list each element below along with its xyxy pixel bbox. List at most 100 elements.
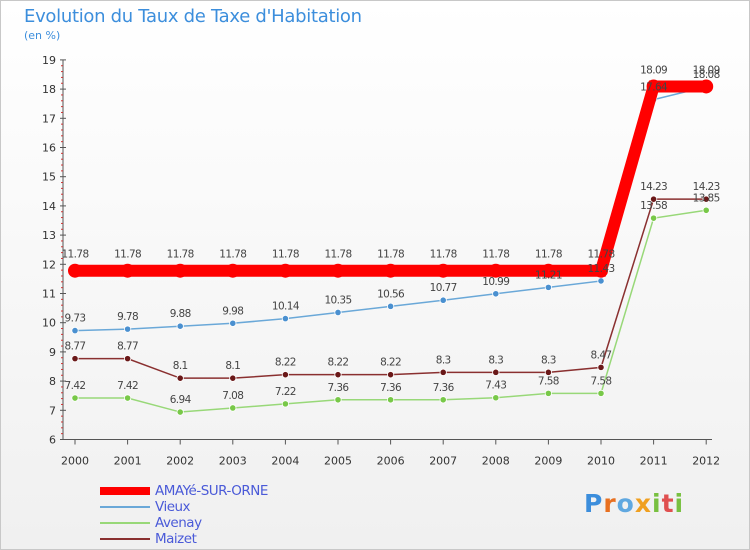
- data-label-amay-sur-orne: 11.78: [377, 249, 404, 261]
- x-tick-label: 2007: [429, 455, 457, 468]
- data-label-amay-sur-orne: 18.09: [693, 64, 720, 76]
- y-tick-label: 15: [42, 171, 56, 184]
- x-tick-label: 2000: [61, 455, 89, 468]
- legend-label-maizet: Maizet: [155, 531, 197, 547]
- data-label-amay-sur-orne: 11.78: [219, 249, 246, 261]
- data-label-amay-sur-orne: 11.78: [587, 249, 614, 261]
- data-point-vieux: [544, 283, 553, 291]
- data-point-amay-sur-orne: [68, 263, 82, 278]
- data-point-vieux: [386, 302, 395, 310]
- y-tick-label: 19: [42, 54, 56, 67]
- x-tick-label: 2009: [534, 455, 562, 468]
- data-label-amay-sur-orne: 11.78: [535, 249, 562, 261]
- x-tick-label: 2008: [482, 455, 510, 468]
- data-label-avenay: 7.22: [275, 386, 296, 398]
- data-label-maizet: 8.3: [436, 354, 451, 366]
- y-tick-label: 9: [49, 346, 56, 359]
- data-label-maizet: 14.23: [640, 181, 667, 193]
- x-tick-label: 2001: [114, 455, 142, 468]
- data-point-amay-sur-orne: [120, 263, 135, 278]
- data-point-vieux: [597, 277, 605, 285]
- x-tick-label: 2003: [219, 455, 247, 468]
- data-label-maizet: 8.22: [275, 357, 296, 369]
- x-tick-label: 2011: [640, 455, 668, 468]
- legend-label-vieux: Vieux: [155, 499, 191, 515]
- data-label-avenay: 7.58: [591, 375, 612, 387]
- y-tick-label: 10: [42, 317, 56, 330]
- data-point-avenay: [281, 400, 289, 408]
- data-label-maizet: 8.1: [225, 360, 240, 372]
- data-label-amay-sur-orne: 11.78: [272, 249, 299, 261]
- chart-title: Evolution du Taux de Taxe d'Habitation: [24, 6, 362, 27]
- data-point-maizet: [544, 368, 553, 376]
- data-label-vieux: 17.64: [640, 82, 668, 94]
- data-point-avenay: [334, 396, 342, 404]
- data-label-avenay: 7.42: [117, 380, 138, 392]
- data-label-vieux: 10.99: [482, 276, 509, 288]
- data-label-vieux: 10.77: [430, 282, 457, 294]
- y-tick-label: 13: [42, 229, 56, 242]
- data-label-vieux: 11.21: [535, 269, 562, 281]
- legend-swatch-maizet: [100, 538, 150, 540]
- data-point-maizet: [492, 368, 500, 376]
- data-label-maizet: 8.1: [173, 360, 188, 372]
- legend-label-avenay: Avenay: [155, 515, 202, 531]
- data-label-vieux: 9.88: [170, 308, 191, 320]
- data-point-avenay: [649, 214, 658, 222]
- data-point-avenay: [492, 394, 500, 402]
- data-label-avenay: 7.36: [433, 382, 455, 394]
- data-label-vieux: 10.56: [377, 288, 405, 300]
- data-label-vieux: 9.73: [65, 313, 86, 325]
- y-tick-label: 7: [49, 404, 56, 417]
- data-point-amay-sur-orne: [699, 79, 714, 94]
- x-tick-label: 2010: [587, 455, 615, 468]
- data-label-amay-sur-orne: 11.78: [114, 249, 141, 261]
- data-point-maizet: [229, 374, 237, 382]
- data-label-avenay: 13.58: [640, 200, 667, 212]
- legend-swatch-amaye: [100, 487, 150, 495]
- data-label-maizet: 8.3: [541, 354, 556, 366]
- data-point-maizet: [71, 355, 79, 363]
- data-point-amay-sur-orne: [383, 263, 398, 278]
- data-point-vieux: [492, 290, 500, 298]
- data-label-maizet: 8.3: [488, 354, 503, 366]
- data-point-amay-sur-orne: [278, 263, 293, 278]
- data-label-maizet: 8.22: [380, 357, 401, 369]
- data-point-avenay: [544, 389, 553, 397]
- data-label-avenay: 13.85: [693, 192, 720, 204]
- y-tick-label: 17: [42, 112, 56, 125]
- data-point-maizet: [334, 371, 342, 379]
- data-label-avenay: 6.94: [170, 394, 192, 406]
- data-label-maizet: 8.47: [591, 349, 612, 361]
- data-point-amay-sur-orne: [488, 263, 503, 278]
- data-label-vieux: 11.43: [587, 263, 614, 275]
- data-label-maizet: 14.23: [693, 181, 720, 193]
- data-label-avenay: 7.58: [538, 375, 559, 387]
- data-point-avenay: [176, 408, 184, 416]
- data-point-vieux: [439, 296, 447, 304]
- data-point-avenay: [702, 206, 710, 214]
- data-label-vieux: 9.78: [117, 311, 138, 323]
- data-point-amay-sur-orne: [594, 263, 608, 278]
- y-tick-label: 16: [42, 142, 56, 155]
- data-point-avenay: [124, 394, 132, 402]
- data-point-vieux: [281, 315, 289, 323]
- data-label-amay-sur-orne: 11.78: [324, 249, 351, 261]
- series-line-amay-sur-orne: [75, 80, 707, 277]
- data-point-maizet: [597, 363, 605, 371]
- data-label-maizet: 8.22: [328, 357, 349, 369]
- x-tick-label: 2004: [271, 455, 299, 468]
- x-tick-label: 2006: [377, 455, 405, 468]
- data-point-amay-sur-orne: [331, 263, 345, 278]
- legend-swatch-avenay: [100, 522, 150, 524]
- data-label-avenay: 7.36: [380, 382, 402, 394]
- data-point-maizet: [439, 368, 447, 376]
- data-point-maizet: [649, 195, 658, 203]
- x-tick-label: 2005: [324, 455, 352, 468]
- data-point-maizet: [281, 371, 289, 379]
- chart-subtitle: (en %): [24, 29, 61, 42]
- data-point-amay-sur-orne: [173, 263, 188, 278]
- data-label-avenay: 7.42: [65, 380, 86, 392]
- y-tick-label: 8: [49, 375, 56, 388]
